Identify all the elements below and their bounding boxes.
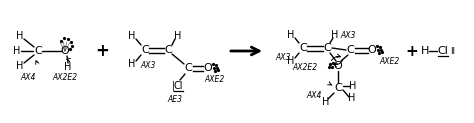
Text: AX2E2: AX2E2	[293, 63, 318, 72]
Text: H: H	[16, 61, 24, 71]
Text: O: O	[334, 61, 342, 71]
Text: C: C	[334, 83, 342, 93]
Text: AX3: AX3	[340, 31, 356, 39]
Text: H: H	[16, 31, 24, 41]
Text: AX3: AX3	[140, 61, 155, 69]
Text: H: H	[287, 56, 295, 66]
Text: H: H	[287, 30, 295, 40]
Text: Cl: Cl	[173, 81, 183, 91]
Text: AXE2: AXE2	[205, 76, 225, 85]
Text: H: H	[421, 46, 429, 56]
Text: II: II	[450, 46, 455, 55]
Text: C: C	[299, 43, 307, 53]
Text: AX4: AX4	[20, 72, 36, 82]
Text: C: C	[34, 46, 42, 56]
Text: O: O	[204, 63, 212, 73]
Text: H: H	[128, 59, 136, 69]
Text: O: O	[61, 46, 69, 56]
Text: AX4: AX4	[307, 92, 322, 100]
Text: Cl: Cl	[438, 46, 448, 56]
Text: H: H	[322, 97, 330, 107]
Text: +: +	[406, 44, 419, 59]
Text: C: C	[141, 45, 149, 55]
Text: H: H	[128, 31, 136, 41]
Text: H: H	[64, 62, 72, 72]
Text: H: H	[348, 93, 356, 103]
Text: +: +	[95, 42, 109, 60]
Text: H: H	[13, 46, 21, 56]
Text: AE3: AE3	[167, 95, 182, 105]
Text: C: C	[184, 63, 192, 73]
Text: O: O	[368, 45, 376, 55]
Text: AX3: AX3	[275, 54, 291, 62]
Text: H: H	[349, 81, 357, 91]
Text: C: C	[164, 45, 172, 55]
Text: AX2E2: AX2E2	[53, 72, 78, 82]
Text: H: H	[174, 31, 182, 41]
Text: H: H	[331, 30, 339, 40]
Text: |: |	[172, 81, 174, 91]
Text: AXE2: AXE2	[380, 56, 400, 66]
Text: C: C	[346, 45, 354, 55]
Text: C: C	[323, 43, 331, 53]
